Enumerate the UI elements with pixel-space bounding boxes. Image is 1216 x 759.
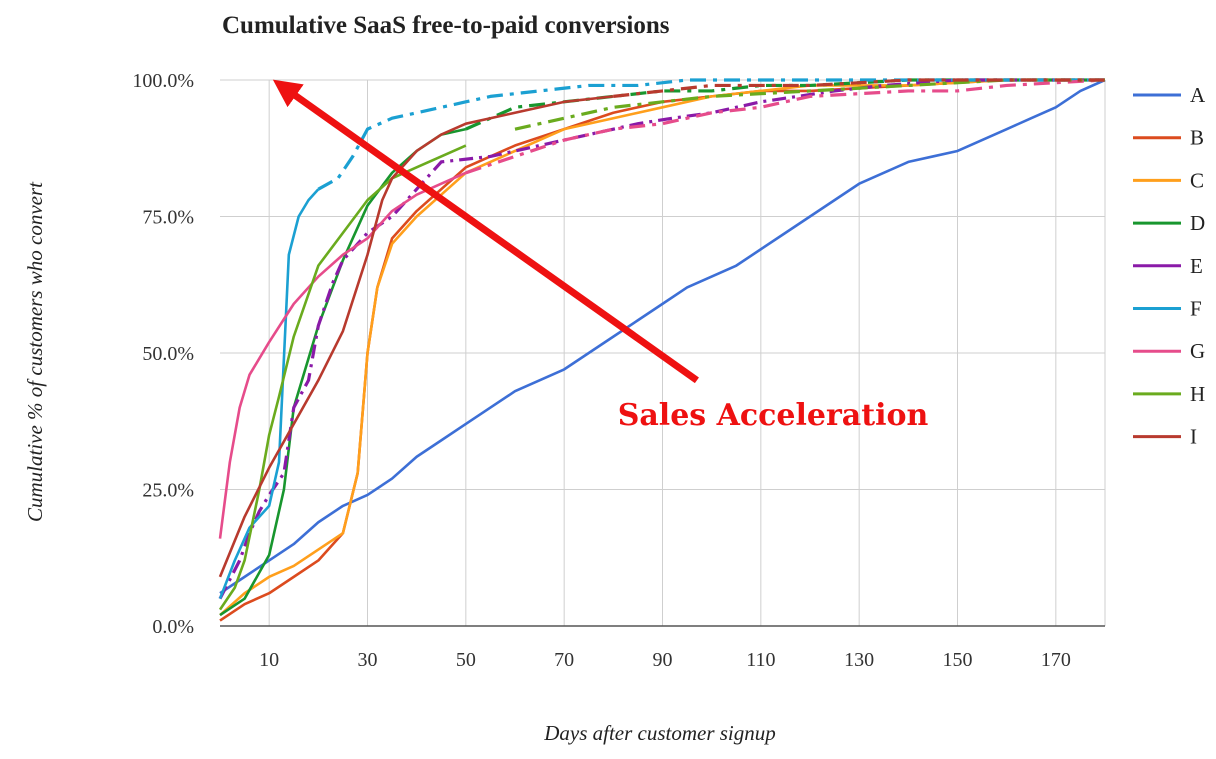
x-tick-label: 130: [844, 649, 874, 671]
y-tick-label: 25.0%: [142, 480, 194, 502]
series-line-g-dashed: [465, 78, 1106, 175]
y-tick-label: 75.0%: [142, 207, 194, 229]
series-line-h-dashed: [514, 78, 1105, 131]
x-tick-label: 70: [554, 649, 574, 671]
series-line-a: [219, 78, 1106, 595]
x-axis-ticks: 10 30 50 70 90 110 130 150 170: [259, 649, 1071, 671]
annotation-text: Sales Acceleration: [618, 398, 929, 433]
x-tick-label: 90: [653, 649, 673, 671]
legend-label-i: I: [1190, 425, 1197, 449]
legend-label-e: E: [1190, 254, 1203, 278]
legend-label-g: G: [1190, 339, 1205, 363]
series-line-d: [219, 127, 467, 617]
sales-acceleration-arrow: [272, 79, 699, 384]
y-tick-label: 100.0%: [132, 70, 194, 92]
y-tick-label: 0.0%: [152, 616, 194, 638]
series-line-b: [219, 78, 1105, 622]
series-line-f-dashed: [317, 78, 1105, 191]
legend-label-d: D: [1190, 211, 1205, 235]
series-line-i-dashed: [613, 78, 1105, 98]
series-line-g: [218, 171, 467, 539]
series-line-h: [218, 144, 467, 611]
legend-label-h: H: [1190, 382, 1205, 406]
x-tick-label: 170: [1041, 649, 1071, 671]
legend-label-f: F: [1190, 297, 1202, 321]
chart-title: Cumulative SaaS free-to-paid conversions: [222, 12, 670, 39]
x-tick-label: 110: [746, 649, 775, 671]
x-axis-label: Days after customer signup: [543, 721, 776, 745]
grid: [220, 79, 1106, 627]
series-line-c: [219, 78, 1105, 617]
series-line-i: [218, 95, 614, 578]
y-axis-ticks: 0.0% 25.0% 50.0% 75.0% 100.0%: [132, 70, 194, 638]
x-tick-label: 10: [259, 649, 279, 671]
y-axis-label: Cumulative % of customers who convert: [23, 181, 47, 522]
legend-label-a: A: [1190, 83, 1206, 107]
x-tick-label: 30: [358, 649, 378, 671]
x-tick-label: 150: [943, 649, 973, 671]
y-tick-label: 50.0%: [142, 343, 194, 365]
series-layer: [218, 78, 1106, 622]
series-line-d-dashed: [465, 78, 1105, 131]
legend-label-c: C: [1190, 168, 1204, 192]
legend-label-b: B: [1190, 126, 1204, 150]
x-tick-label: 50: [456, 649, 476, 671]
series-line-f: [218, 188, 320, 600]
